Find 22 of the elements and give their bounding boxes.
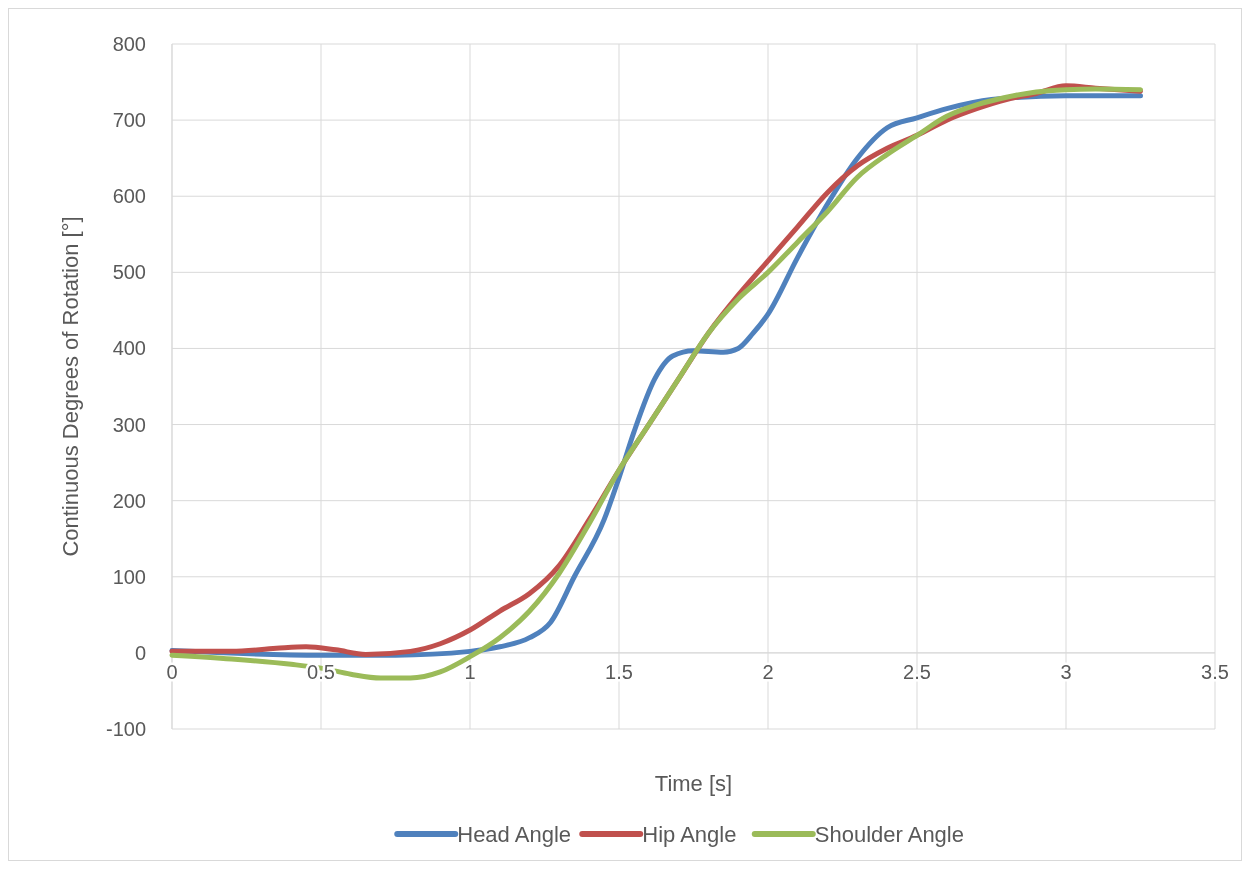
- y-tick-label: 200: [112, 489, 146, 512]
- y-tick-label: 500: [112, 261, 146, 284]
- y-tick-label: 700: [112, 109, 146, 132]
- y-tick-label: -100: [105, 718, 146, 740]
- x-tick-label: 3.5: [1201, 660, 1229, 683]
- legend-label: Hip Angle: [642, 822, 737, 847]
- x-tick-label: 2.5: [903, 660, 931, 683]
- x-tick-label: 2: [762, 660, 774, 683]
- x-tick-label: 3: [1060, 660, 1072, 683]
- y-tick-label: 300: [112, 413, 146, 436]
- y-tick-label: 800: [112, 33, 146, 55]
- legend-label: Head Angle: [457, 822, 572, 847]
- y-tick-label: 400: [112, 337, 146, 360]
- y-axis-title: Continuous Degrees of Rotation [°]: [58, 216, 83, 557]
- x-axis-title: Time [s]: [654, 771, 733, 796]
- y-tick-label: 600: [112, 185, 146, 208]
- x-tick-label: 1.5: [605, 660, 633, 683]
- x-tick-label: 0: [166, 660, 178, 683]
- y-tick-label: 0: [134, 641, 146, 664]
- legend-label: Shoulder Angle: [814, 822, 964, 847]
- y-tick-label: 100: [112, 565, 146, 588]
- x-tick-label: 1: [464, 660, 476, 683]
